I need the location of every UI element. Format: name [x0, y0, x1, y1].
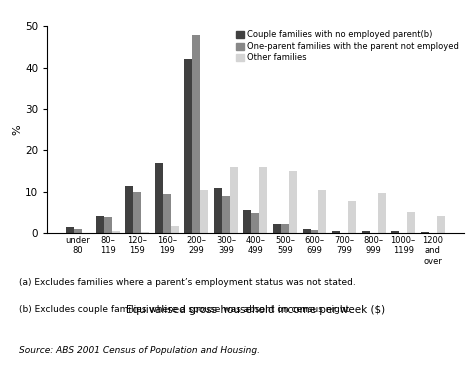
Bar [222, 196, 230, 233]
Bar [74, 229, 82, 233]
Bar [230, 167, 238, 233]
Bar [391, 232, 399, 233]
Bar [201, 190, 208, 233]
Bar [214, 188, 222, 233]
Bar [273, 224, 281, 233]
Bar [171, 226, 179, 233]
Bar [96, 216, 104, 233]
Bar [362, 230, 369, 233]
Bar [104, 217, 112, 233]
Bar [141, 232, 149, 233]
Bar [289, 171, 297, 233]
Bar [377, 193, 385, 233]
Bar [193, 35, 201, 233]
Legend: Couple families with no employed parent(b), One-parent families with the parent : Couple families with no employed parent(… [236, 30, 459, 62]
Bar [252, 213, 259, 233]
Bar [66, 227, 74, 233]
Bar [407, 212, 415, 233]
Bar [259, 167, 267, 233]
Bar [125, 186, 133, 233]
Text: (a) Excludes families where a parent’s employment status was not stated.: (a) Excludes families where a parent’s e… [19, 278, 356, 287]
Bar [244, 211, 252, 233]
Text: (b) Excludes couple families where a spouse was absent on census night.: (b) Excludes couple families where a spo… [19, 305, 352, 314]
X-axis label: Equivalised gross household income per week ($): Equivalised gross household income per w… [126, 305, 385, 315]
Bar [437, 216, 445, 233]
Bar [318, 190, 326, 233]
Bar [133, 192, 141, 233]
Bar [184, 59, 193, 233]
Bar [155, 163, 163, 233]
Bar [420, 232, 429, 233]
Bar [112, 231, 120, 233]
Bar [281, 224, 289, 233]
Bar [163, 194, 171, 233]
Bar [332, 231, 340, 233]
Bar [303, 229, 310, 233]
Y-axis label: %: % [12, 124, 22, 135]
Bar [310, 230, 318, 233]
Text: Source: ABS 2001 Census of Population and Housing.: Source: ABS 2001 Census of Population an… [19, 346, 260, 355]
Bar [348, 201, 356, 233]
